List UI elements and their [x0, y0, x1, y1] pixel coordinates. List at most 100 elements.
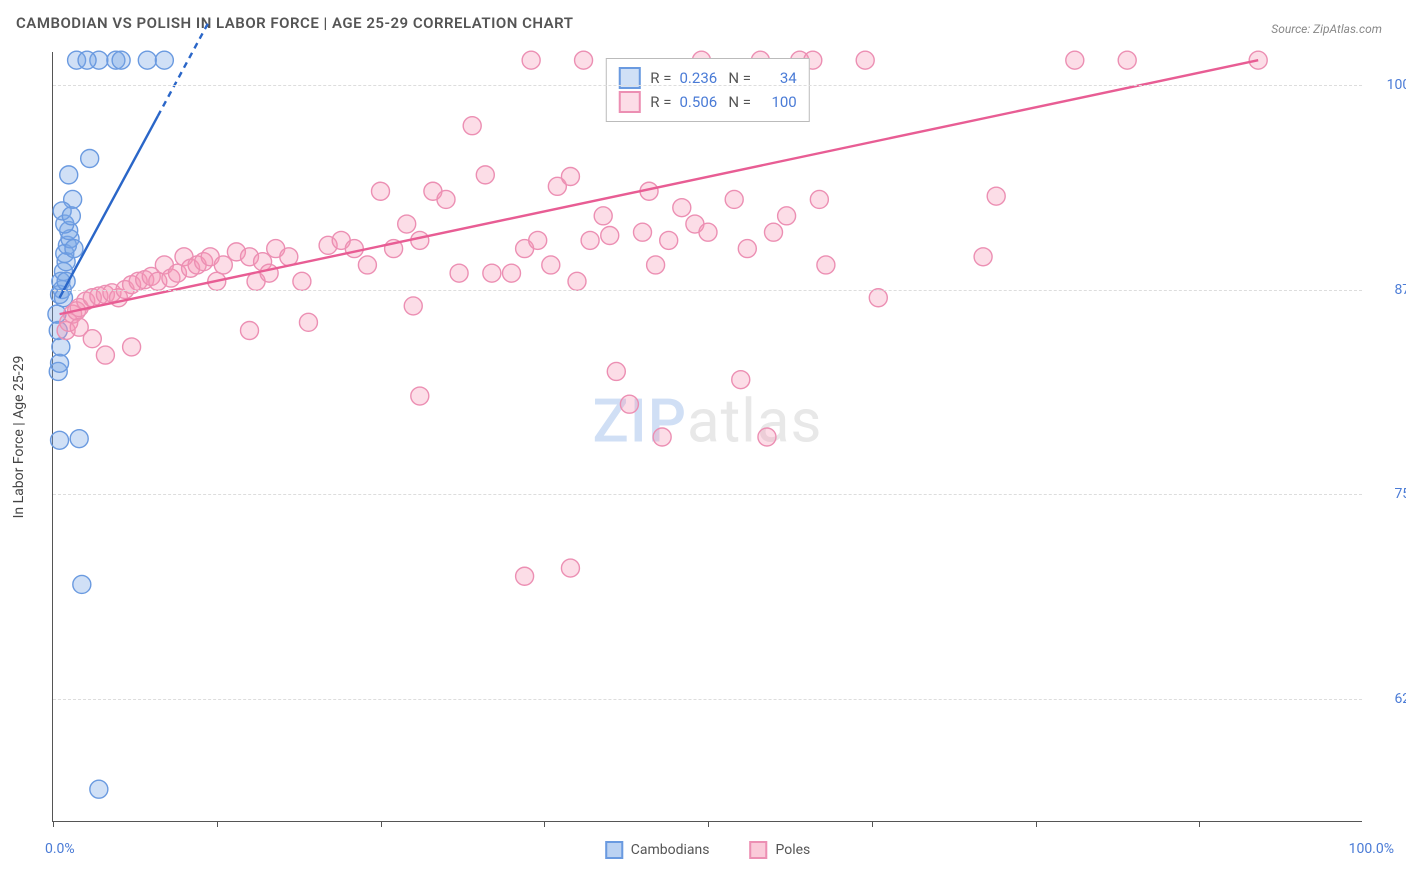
scatter-point [78, 51, 96, 69]
scatter-point [1066, 51, 1084, 69]
y-tick-label: 87.5% [1372, 282, 1406, 298]
scatter-point [299, 313, 317, 331]
scatter-point [138, 51, 156, 69]
scatter-point [575, 51, 593, 69]
scatter-point [732, 371, 750, 389]
bottom-legend-label: Cambodians [631, 842, 710, 858]
scatter-point [581, 231, 599, 249]
scatter-point [81, 149, 99, 167]
grid-line [53, 699, 1362, 700]
legend-text: R = 0.506 N = 100 [650, 93, 796, 111]
grid-line [53, 85, 1362, 86]
scatter-point [437, 190, 455, 208]
x-tick [217, 821, 218, 827]
bottom-legend-item: Poles [749, 841, 810, 859]
scatter-point [810, 190, 828, 208]
scatter-point [65, 240, 83, 258]
scatter-point [503, 264, 521, 282]
scatter-point [345, 240, 363, 258]
scatter-point [561, 168, 579, 186]
scatter-point [293, 272, 311, 290]
scatter-point [398, 215, 416, 233]
scatter-point [594, 207, 612, 225]
x-axis-min-label: 0.0% [45, 841, 75, 857]
scatter-point [620, 395, 638, 413]
chart-title: CAMBODIAN VS POLISH IN LABOR FORCE | AGE… [16, 14, 573, 32]
scatter-point [241, 322, 259, 340]
series-legend: Cambodians Poles [605, 841, 811, 859]
scatter-point [411, 387, 429, 405]
scatter-point [725, 190, 743, 208]
scatter-point [974, 248, 992, 266]
scatter-point [60, 166, 78, 184]
scatter-point [358, 256, 376, 274]
scatter-point [607, 362, 625, 380]
scatter-point [411, 231, 429, 249]
x-tick [708, 821, 709, 827]
scatter-point [869, 289, 887, 307]
scatter-point [542, 256, 560, 274]
scatter-point [660, 231, 678, 249]
scatter-point [634, 223, 652, 241]
x-tick [53, 821, 54, 827]
bottom-legend-label: Poles [775, 842, 810, 858]
plot-area: ZIPatlas In Labor Force | Age 25-29 R = … [52, 52, 1362, 822]
y-tick-label: 62.5% [1372, 691, 1406, 707]
scatter-point [52, 338, 70, 356]
x-tick [381, 821, 382, 827]
scatter-point [856, 51, 874, 69]
scatter-point [568, 272, 586, 290]
scatter-point [96, 346, 114, 364]
scatter-point [673, 199, 691, 217]
x-tick [544, 821, 545, 827]
bottom-legend-swatch [749, 841, 767, 859]
scatter-point [765, 223, 783, 241]
scatter-point [647, 256, 665, 274]
scatter-point [70, 318, 88, 336]
scatter-point [90, 780, 108, 798]
scatter-point [372, 182, 390, 200]
bottom-legend-item: Cambodians [605, 841, 710, 859]
scatter-point [522, 51, 540, 69]
scatter-point [529, 231, 547, 249]
legend-row: R = 0.506 N = 100 [618, 91, 796, 113]
scatter-point [738, 240, 756, 258]
x-tick [1036, 821, 1037, 827]
y-tick-label: 75.0% [1372, 486, 1406, 502]
scatter-point [561, 559, 579, 577]
y-tick-label: 100.0% [1372, 77, 1406, 93]
scatter-point [476, 166, 494, 184]
scatter-point [450, 264, 468, 282]
x-axis-max-label: 100.0% [1349, 841, 1394, 857]
grid-line [53, 494, 1362, 495]
scatter-point [778, 207, 796, 225]
source-label: Source: ZipAtlas.com [1271, 22, 1382, 36]
plot-svg [53, 52, 1362, 821]
scatter-point [260, 264, 278, 282]
y-axis-title: In Labor Force | Age 25-29 [11, 355, 27, 518]
scatter-point [601, 226, 619, 244]
scatter-point [699, 223, 717, 241]
scatter-point [404, 297, 422, 315]
scatter-point [155, 51, 173, 69]
chart-container: CAMBODIAN VS POLISH IN LABOR FORCE | AGE… [0, 0, 1406, 892]
scatter-point [51, 354, 69, 372]
scatter-point [1118, 51, 1136, 69]
scatter-point [758, 428, 776, 446]
x-tick [872, 821, 873, 827]
bottom-legend-swatch [605, 841, 623, 859]
scatter-point [62, 207, 80, 225]
scatter-point [653, 428, 671, 446]
scatter-point [987, 187, 1005, 205]
scatter-point [70, 430, 88, 448]
scatter-point [483, 264, 501, 282]
scatter-point [817, 256, 835, 274]
legend-swatch [618, 91, 640, 113]
scatter-point [73, 575, 91, 593]
scatter-point [123, 338, 141, 356]
scatter-point [51, 431, 69, 449]
grid-line [53, 290, 1362, 291]
x-tick [1199, 821, 1200, 827]
correlation-legend: R = 0.236 N = 34R = 0.506 N = 100 [605, 58, 809, 122]
scatter-point [112, 51, 130, 69]
